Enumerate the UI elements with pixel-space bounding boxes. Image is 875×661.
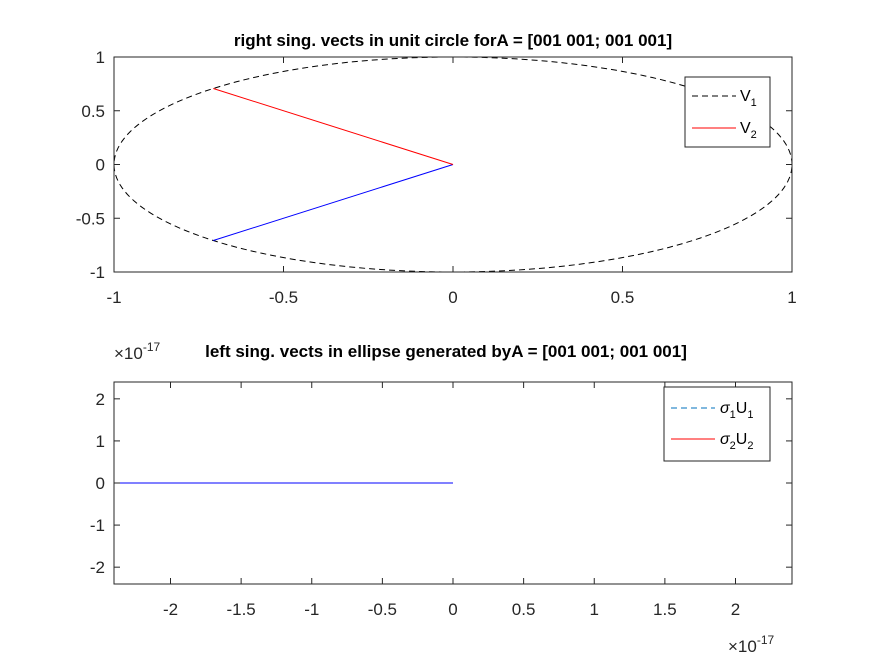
- top-plot-title: right sing. vects in unit circle forA = …: [234, 31, 672, 50]
- bottom-x-tick-label: 2: [731, 600, 740, 619]
- bottom-legend-label-1: σ1U1: [720, 400, 753, 421]
- top-x-tick-label: 0.5: [611, 288, 635, 307]
- top-plot: right sing. vects in unit circle forA = …: [76, 31, 797, 307]
- bottom-legend: σ1U1 σ2U2: [663, 386, 771, 462]
- top-x-tick-label: -1: [106, 288, 121, 307]
- bottom-plot: left sing. vects in ellipse generated by…: [90, 340, 793, 656]
- bottom-y-tick-label: 0: [96, 474, 105, 493]
- top-series-line-3: [213, 88, 454, 165]
- top-legend: V1 V2: [684, 76, 771, 148]
- top-legend-label-2: V2: [740, 120, 757, 141]
- top-plot-marks: [113, 56, 793, 273]
- bottom-x-tick-label: -0.5: [368, 600, 397, 619]
- top-plot-ticks: -1 -0.5 0 0.5 1 1 0.5 0 -0.5 -1: [76, 48, 797, 307]
- bottom-legend-label-2: σ2U2: [720, 431, 753, 452]
- bottom-x-tick-label: 0.5: [512, 600, 536, 619]
- bottom-y-tick-label: -1: [90, 516, 105, 535]
- top-series-line-1: [113, 56, 793, 273]
- bottom-y-exponent: ×10-17: [114, 340, 161, 363]
- bottom-y-tick-label: 1: [96, 432, 105, 451]
- bottom-legend-box: [663, 386, 771, 462]
- bottom-x-tick-label: -1.5: [226, 600, 255, 619]
- top-legend-label-1: V1: [740, 88, 757, 109]
- bottom-plot-title: left sing. vects in ellipse generated by…: [205, 342, 687, 361]
- top-y-tick-label: 0.5: [81, 102, 105, 121]
- bottom-plot-ticks: -2 -1.5 -1 -0.5 0 0.5 1 1.5 2 2 1 0 -1 -2: [90, 382, 792, 619]
- bottom-x-tick-label: 1.5: [653, 600, 677, 619]
- top-legend-box: [684, 76, 771, 148]
- top-x-tick-label: 0: [448, 288, 457, 307]
- bottom-x-tick-label: -2: [163, 600, 178, 619]
- bottom-x-tick-label: -1: [304, 600, 319, 619]
- top-y-tick-label: -0.5: [76, 209, 105, 228]
- top-x-tick-label: -0.5: [269, 288, 298, 307]
- top-x-tick-label: 1: [787, 288, 796, 307]
- bottom-x-exponent: ×10-17: [728, 633, 775, 656]
- top-y-tick-label: 1: [96, 48, 105, 67]
- top-series-line-2: [213, 164, 454, 241]
- top-y-tick-label: -1: [90, 263, 105, 282]
- bottom-y-tick-label: 2: [96, 390, 105, 409]
- bottom-x-tick-label: 0: [448, 600, 457, 619]
- bottom-x-tick-label: 1: [590, 600, 599, 619]
- top-y-tick-label: 0: [96, 156, 105, 175]
- bottom-y-tick-label: -2: [90, 558, 105, 577]
